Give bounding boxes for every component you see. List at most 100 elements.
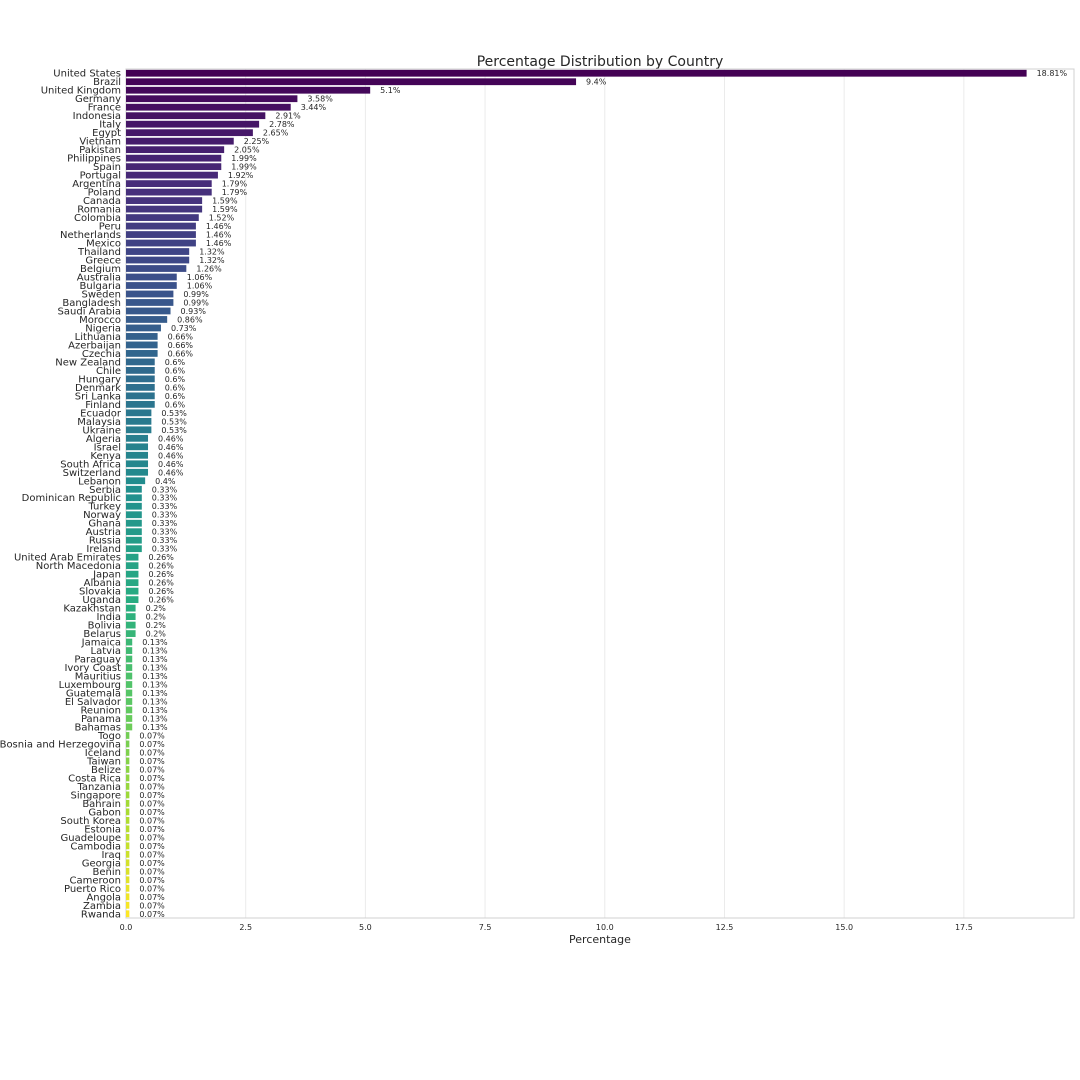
x-axis-ticks: 0.0 2.5 5.0 7.5 10.0 12.5 15.0 17.5 xyxy=(120,923,973,932)
data-label: 0.26% xyxy=(148,553,174,562)
data-label: 1.26% xyxy=(196,265,222,274)
category-label: Egypt xyxy=(92,128,121,139)
category-label: South Korea xyxy=(60,816,121,827)
category-label: United Kingdom xyxy=(41,86,121,97)
data-label: 0.73% xyxy=(171,324,197,333)
x-tick-label: 7.5 xyxy=(479,923,492,932)
data-label: 0.6% xyxy=(165,358,186,367)
data-label: 0.66% xyxy=(168,332,194,341)
data-label: 1.59% xyxy=(212,205,238,214)
data-label: 0.2% xyxy=(146,604,167,613)
category-label: Singapore xyxy=(71,790,121,801)
data-label: 0.2% xyxy=(146,630,167,639)
data-label: 1.46% xyxy=(206,231,232,240)
data-label: 1.52% xyxy=(209,214,235,223)
data-label: 0.07% xyxy=(139,808,165,817)
x-tick-label: 12.5 xyxy=(716,923,734,932)
category-label: Panama xyxy=(81,714,121,725)
category-label: Indonesia xyxy=(73,111,121,122)
bar xyxy=(126,290,174,298)
bar xyxy=(126,893,130,901)
category-label: Chile xyxy=(96,366,121,377)
bar xyxy=(126,664,133,671)
bar xyxy=(126,146,225,154)
category-label: Mexico xyxy=(86,239,121,250)
category-label: South Africa xyxy=(60,459,121,470)
category-label: Portugal xyxy=(80,171,121,182)
x-tick-label: 5.0 xyxy=(359,923,372,932)
category-label: Malaysia xyxy=(77,417,121,428)
bar xyxy=(126,78,577,86)
bar xyxy=(126,256,190,264)
bar xyxy=(126,672,133,680)
data-label: 0.07% xyxy=(139,774,165,783)
bar xyxy=(126,222,196,230)
bar xyxy=(126,231,196,238)
category-label: Benin xyxy=(93,867,121,878)
bar xyxy=(126,426,152,434)
category-label: India xyxy=(96,612,121,623)
bars xyxy=(126,69,1027,918)
bar xyxy=(126,587,139,595)
bar xyxy=(126,825,130,833)
data-label: 0.6% xyxy=(165,375,186,384)
bar xyxy=(126,596,139,604)
category-label: Colombia xyxy=(74,213,121,224)
data-label: 0.46% xyxy=(158,434,184,443)
data-label: 1.06% xyxy=(187,281,213,290)
category-label: Tanzania xyxy=(76,782,121,793)
category-label: Russia xyxy=(89,536,121,547)
data-label: 0.46% xyxy=(158,460,184,469)
bar xyxy=(126,129,253,137)
category-label: Taiwan xyxy=(86,756,121,767)
data-label: 0.33% xyxy=(152,528,178,537)
data-label: 3.44% xyxy=(301,103,327,112)
category-label: Costa Rica xyxy=(68,773,121,784)
bar xyxy=(126,409,152,417)
bar xyxy=(126,273,177,281)
category-label: Norway xyxy=(83,510,121,521)
category-label: Morocco xyxy=(79,315,121,326)
bar xyxy=(126,154,222,162)
data-label: 0.46% xyxy=(158,451,184,460)
category-label: Paraguay xyxy=(74,655,121,666)
data-label: 0.07% xyxy=(139,876,165,885)
bar xyxy=(126,638,133,646)
category-label: Sri Lanka xyxy=(75,391,121,402)
category-label: Philippines xyxy=(67,154,121,165)
data-label: 0.6% xyxy=(165,392,186,401)
category-label: Luxembourg xyxy=(59,680,121,691)
bar xyxy=(126,842,130,850)
x-tick-label: 10.0 xyxy=(596,923,614,932)
bar xyxy=(126,647,133,654)
category-label: Israel xyxy=(94,442,121,453)
category-label: Lebanon xyxy=(78,476,121,487)
data-label: 0.07% xyxy=(139,833,165,842)
bar xyxy=(126,579,139,587)
x-tick-label: 17.5 xyxy=(955,923,973,932)
data-label: 0.13% xyxy=(142,706,168,715)
data-label: 0.6% xyxy=(165,383,186,392)
bar xyxy=(126,137,234,145)
data-label: 1.32% xyxy=(199,256,225,265)
category-label: Iceland xyxy=(85,748,121,759)
bar xyxy=(126,86,371,94)
data-label: 0.07% xyxy=(139,901,165,910)
bar xyxy=(126,460,149,468)
data-label: 1.32% xyxy=(199,248,225,257)
category-label: Pakistan xyxy=(79,145,121,156)
x-tick-label: 2.5 xyxy=(239,923,252,932)
bar xyxy=(126,341,158,349)
category-label: Japan xyxy=(92,570,121,581)
data-label: 1.79% xyxy=(222,180,248,189)
category-label: Dominican Republic xyxy=(22,493,121,504)
bar xyxy=(126,850,130,858)
data-label: 1.46% xyxy=(206,239,232,248)
category-label: Turkey xyxy=(87,502,121,513)
bar xyxy=(126,358,155,366)
data-label: 0.33% xyxy=(152,502,178,511)
category-label: Denmark xyxy=(75,383,121,394)
bar xyxy=(126,494,142,502)
bar xyxy=(126,171,218,179)
